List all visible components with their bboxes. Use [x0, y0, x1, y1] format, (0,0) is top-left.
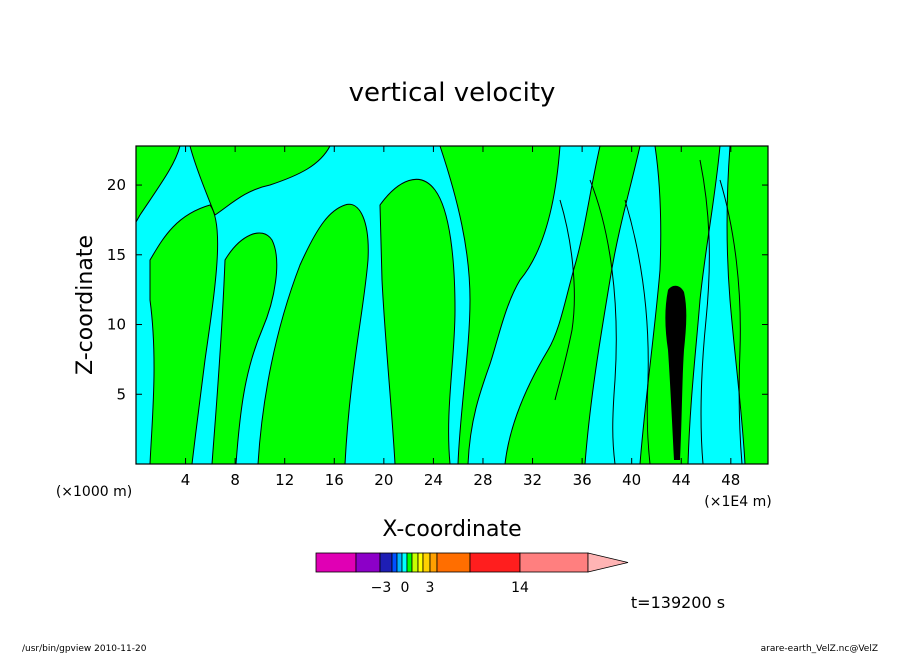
y-tick-label-2: 15 — [107, 246, 126, 264]
y-axis-label: Z-coordinate — [73, 235, 98, 375]
colorbar-label-2: 3 — [426, 580, 435, 596]
colorbar-cell-12 — [469, 552, 521, 573]
footer-right: arare-earth_VelZ.nc@VelZ — [761, 644, 878, 654]
region-band-3 — [189, 145, 331, 216]
region-band-7 — [504, 145, 641, 465]
colorbar-cell-8 — [417, 552, 424, 573]
x-axis-label: X-coordinate — [382, 517, 521, 542]
colorbar-cell-13 — [519, 552, 589, 573]
x-tick-label-0: 4 — [181, 471, 191, 489]
colorbar-cell-4 — [396, 552, 403, 573]
colorbar-label-1: 0 — [401, 580, 410, 596]
x-tick-label-1: 8 — [230, 471, 240, 489]
x-tick-label-11: 48 — [721, 471, 740, 489]
colorbar-label-3: 14 — [511, 580, 529, 596]
contour-lines — [554, 159, 743, 465]
footer-left: /usr/bin/gpview 2010-11-20 — [22, 644, 147, 654]
colorbar-cell-6 — [406, 552, 413, 573]
colorbar-cell-5 — [401, 552, 408, 573]
y-unit-label: (×1000 m) — [56, 484, 132, 500]
colorbar-extend-arrow — [587, 552, 629, 573]
x-tick-marks: 4 8 12 16 20 24 28 32 36 40 44 48 — [181, 146, 740, 489]
core-contours — [665, 285, 687, 460]
chart-title: vertical velocity — [349, 78, 556, 108]
region-top-left — [135, 145, 181, 224]
x-tick-label-8: 36 — [573, 471, 592, 489]
x-tick-label-5: 24 — [424, 471, 443, 489]
region-band-1 — [149, 204, 219, 465]
colorbar-labels: −3 0 3 14 — [371, 580, 529, 596]
y-tick-label-3: 20 — [107, 176, 126, 194]
x-tick-label-10: 44 — [672, 471, 691, 489]
y-tick-marks: 5 10 15 20 — [107, 176, 768, 403]
colorbar-cells — [315, 552, 629, 573]
region-band-6 — [439, 145, 561, 465]
x-tick-label-7: 32 — [523, 471, 542, 489]
colorbar: −3 0 3 14 — [315, 552, 629, 596]
region-band-2 — [211, 232, 278, 465]
x-tick-label-6: 28 — [473, 471, 492, 489]
colorbar-label-0: −3 — [371, 580, 392, 596]
x-tick-label-4: 20 — [374, 471, 393, 489]
region-band-5 — [379, 178, 456, 465]
y-tick-label-0: 5 — [116, 385, 126, 403]
region-band-9 — [726, 145, 769, 465]
colorbar-cell-3 — [391, 552, 398, 573]
time-label: t=139200 s — [631, 593, 725, 612]
x-tick-label-2: 12 — [275, 471, 294, 489]
x-unit-label: (×1E4 m) — [704, 494, 771, 510]
colorbar-cell-9 — [422, 552, 431, 573]
plot-frame — [135, 145, 769, 465]
colorbar-cell-1 — [355, 552, 381, 573]
x-tick-label-3: 16 — [325, 471, 344, 489]
colorbar-cell-2 — [379, 552, 393, 573]
storm-core — [665, 285, 687, 460]
colorbar-cell-7 — [411, 552, 419, 573]
region-band-4 — [257, 203, 369, 465]
y-tick-label-1: 10 — [107, 316, 126, 334]
colorbar-cell-0 — [315, 552, 357, 573]
colorbar-cell-11 — [436, 552, 471, 573]
colorbar-cell-10 — [429, 552, 438, 573]
x-tick-label-9: 40 — [622, 471, 641, 489]
